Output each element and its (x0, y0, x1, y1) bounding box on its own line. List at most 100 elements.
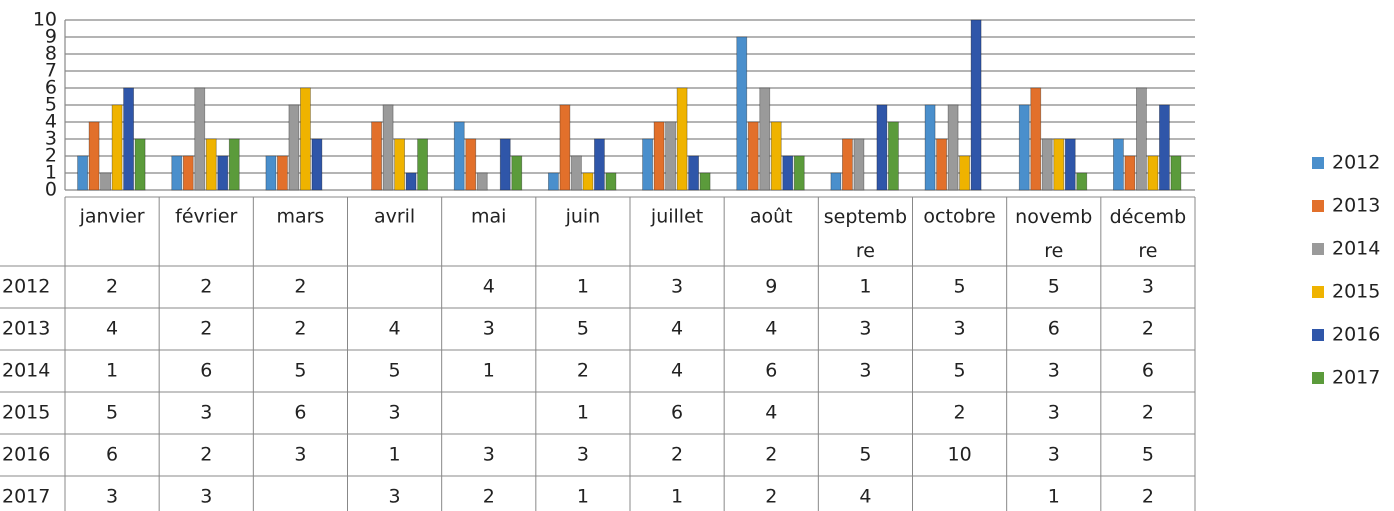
bar (405, 172, 417, 191)
bar (1076, 172, 1088, 191)
legend-label: 2015 (1332, 281, 1380, 303)
bar (111, 104, 123, 191)
table-value: 4 (671, 360, 683, 382)
bar (1147, 155, 1159, 191)
table-value: 6 (1048, 318, 1060, 340)
bar (288, 104, 300, 191)
table-value: 3 (200, 402, 212, 424)
table-value: 3 (389, 402, 401, 424)
row-label: 2013 (2, 318, 50, 340)
y-tick-label: 0 (45, 179, 57, 201)
bar (782, 155, 794, 191)
bar (77, 155, 88, 191)
bar (277, 155, 288, 191)
bar (194, 87, 206, 191)
bar (830, 172, 842, 191)
bar (548, 172, 559, 191)
table-value: 5 (106, 402, 118, 424)
bar (171, 155, 183, 191)
table-value: 5 (1142, 444, 1154, 466)
table-value: 3 (294, 444, 306, 466)
table-value: 4 (859, 486, 871, 508)
table-value: 6 (294, 402, 306, 424)
x-tick-label: janvier (79, 206, 145, 228)
table-value: 3 (200, 486, 212, 508)
bar (736, 36, 748, 191)
table-value: 4 (106, 318, 118, 340)
bar (511, 155, 523, 191)
legend-label: 2017 (1332, 367, 1380, 389)
table-value: 4 (483, 276, 495, 298)
table-value: 3 (483, 318, 495, 340)
legend-swatch (1312, 157, 1324, 169)
row-label: 2014 (2, 360, 50, 382)
table-value: 6 (1142, 360, 1154, 382)
x-tick-label: décemb re (1110, 206, 1186, 262)
table-value: 2 (954, 402, 966, 424)
y-tick-label: 6 (45, 77, 57, 99)
bar (642, 138, 653, 191)
table-value: 1 (577, 486, 589, 508)
bar (499, 138, 511, 191)
bar (1159, 104, 1170, 191)
y-tick-label: 4 (45, 111, 57, 133)
table-value: 5 (1048, 276, 1060, 298)
bar (699, 172, 711, 191)
table-value: 2 (294, 318, 306, 340)
table-value: 2 (765, 444, 777, 466)
bar (876, 104, 888, 191)
bar (1113, 138, 1124, 191)
legend-swatch (1312, 286, 1324, 298)
table-value: 5 (389, 360, 401, 382)
bar (924, 104, 936, 191)
legend-label: 2012 (1332, 152, 1380, 174)
table-value: 6 (671, 402, 683, 424)
table-value: 5 (954, 360, 966, 382)
table-value: 2 (1142, 402, 1154, 424)
bar (770, 121, 782, 191)
table-value: 6 (765, 360, 777, 382)
bar (382, 104, 394, 191)
bar (88, 121, 100, 191)
x-tick-label: octobre (923, 206, 995, 228)
bar (1170, 155, 1182, 191)
legend-swatch (1312, 243, 1324, 255)
table-value: 1 (577, 276, 589, 298)
bar (228, 138, 240, 191)
x-tick-label: juin (565, 206, 601, 228)
bar (300, 87, 311, 191)
bar (959, 155, 970, 191)
row-label: 2012 (2, 276, 50, 298)
table-value: 3 (1048, 402, 1060, 424)
bar (311, 138, 323, 191)
table-value: 2 (671, 444, 683, 466)
y-tick-label: 9 (45, 26, 57, 48)
table-value: 1 (577, 402, 589, 424)
bar (123, 87, 134, 191)
bar (582, 172, 594, 191)
bar (936, 138, 947, 191)
table-value: 1 (1048, 486, 1060, 508)
table-value: 2 (1142, 318, 1154, 340)
table-value: 3 (1048, 444, 1060, 466)
bar (217, 155, 229, 191)
x-tick-label: mai (471, 206, 506, 228)
y-tick-label: 7 (45, 60, 57, 82)
table-value: 3 (671, 276, 683, 298)
y-tick-label: 3 (45, 128, 57, 150)
legend-swatch (1312, 329, 1324, 341)
y-tick-label: 1 (45, 162, 57, 184)
bar (453, 121, 465, 191)
table-value: 4 (765, 402, 777, 424)
legend-swatch (1312, 372, 1324, 384)
bar (134, 138, 146, 191)
bar (888, 121, 899, 191)
bar (665, 121, 676, 191)
table-value: 3 (954, 318, 966, 340)
table-value: 3 (859, 360, 871, 382)
x-tick-label: novemb re (1015, 206, 1092, 262)
table-value: 3 (483, 444, 495, 466)
bar (759, 87, 771, 191)
table-value: 5 (954, 276, 966, 298)
table-value: 5 (577, 318, 589, 340)
